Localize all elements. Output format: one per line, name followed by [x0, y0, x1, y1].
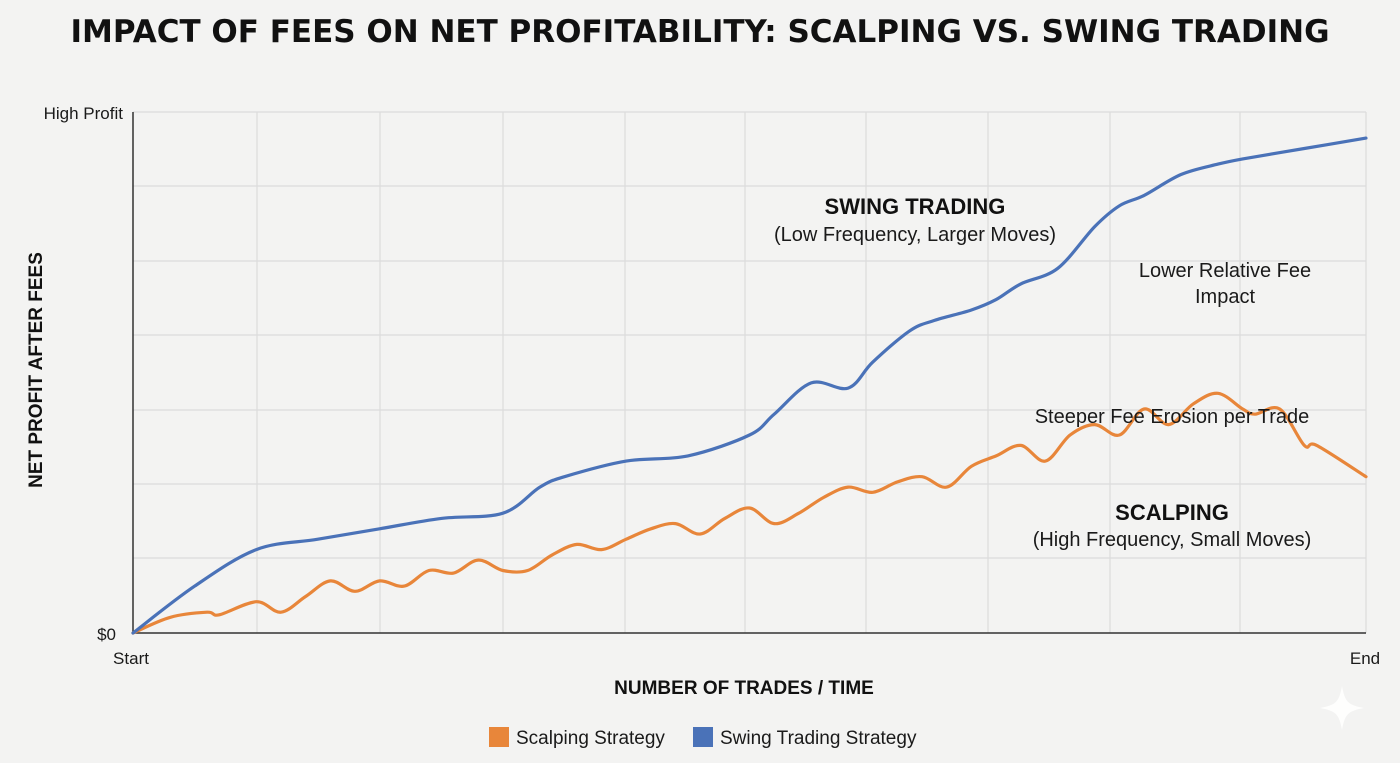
x-tick-label-start: Start [113, 649, 149, 668]
annotation-scalping-subtitle: (High Frequency, Small Moves) [1033, 529, 1312, 551]
gridlines [132, 111, 1367, 633]
y-tick-label-zero: $0 [97, 625, 116, 644]
legend-swatch-scalping [489, 727, 509, 747]
legend-swatch-swing-trading [693, 727, 713, 747]
legend-label-scalping: Scalping Strategy [516, 728, 665, 749]
chart-title: IMPACT OF FEES ON NET PROFITABILITY: SCA… [70, 14, 1329, 50]
y-tick-label-top: High Profit [44, 104, 124, 123]
legend: Scalping Strategy Swing Trading Strategy [489, 727, 917, 749]
x-tick-label-end: End [1350, 649, 1380, 668]
annotation-lower-fee-2: Impact [1195, 286, 1255, 308]
sparkle-icon [1320, 686, 1364, 730]
annotation-lower-fee-1: Lower Relative Fee [1139, 260, 1311, 282]
annotation-swing-subtitle: (Low Frequency, Larger Moves) [774, 224, 1056, 246]
annotation-scalping: SCALPING [1115, 500, 1229, 525]
annotation-swing-trading: SWING TRADING [825, 194, 1006, 219]
series-line-swing-trading [131, 136, 1368, 635]
series-line-scalping [131, 391, 1368, 635]
annotation-steeper-fee: Steeper Fee Erosion per Trade [1035, 406, 1310, 428]
x-axis-title: NUMBER OF TRADES / TIME [614, 678, 874, 699]
legend-label-swing-trading: Swing Trading Strategy [720, 728, 917, 749]
y-axis-title: NET PROFIT AFTER FEES [26, 252, 47, 488]
